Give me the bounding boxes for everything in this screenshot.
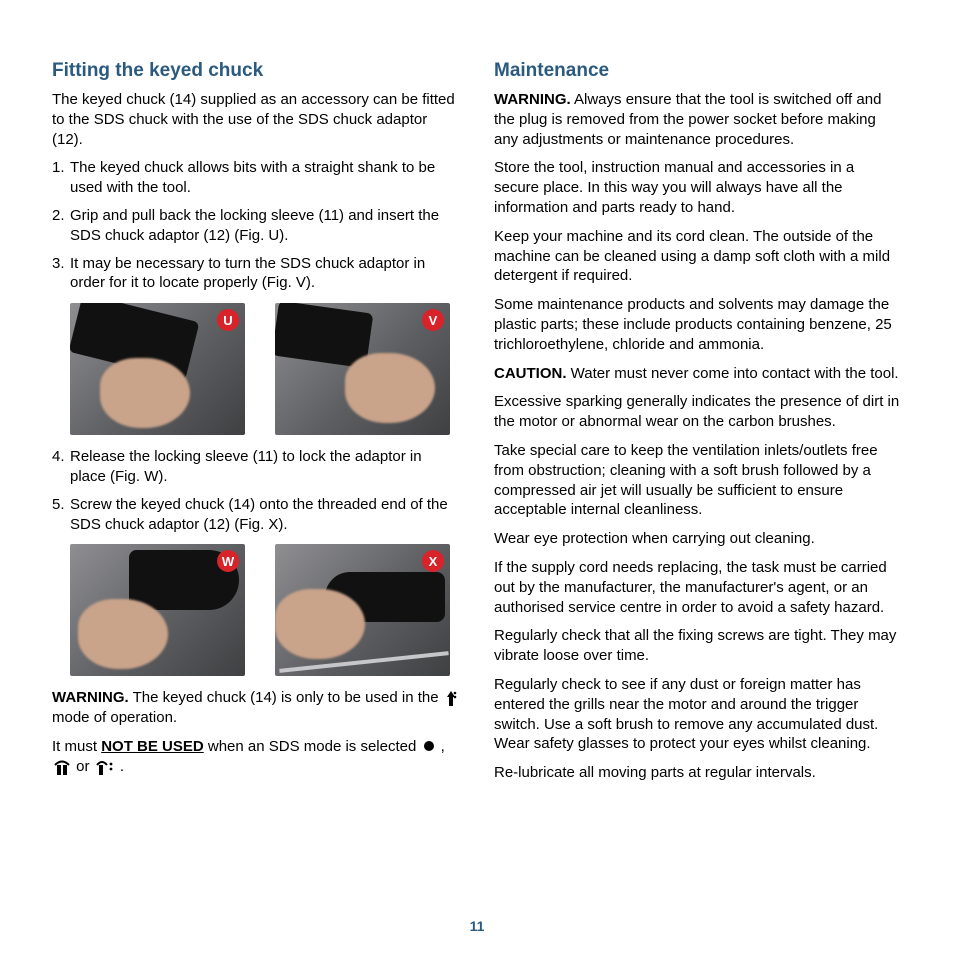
warning-label: WARNING. (52, 689, 129, 706)
maint-para: Store the tool, instruction manual and a… (494, 158, 902, 217)
figure-badge: X (422, 550, 444, 572)
drill-mode-icon (443, 689, 459, 707)
hammer-only-icon (52, 758, 72, 776)
steps-list-b: Release the locking sleeve (11) to lock … (52, 447, 460, 534)
figure-u: U (70, 303, 245, 435)
chisel-lock-icon (421, 738, 437, 756)
caution-label: CAUTION. (494, 365, 567, 382)
heading-fitting-chuck: Fitting the keyed chuck (52, 60, 460, 82)
heading-maintenance: Maintenance (494, 60, 902, 82)
figure-badge: V (422, 309, 444, 331)
maint-para: Wear eye protection when carrying out cl… (494, 529, 902, 549)
maint-para: Take special care to keep the ventilatio… (494, 441, 902, 520)
figure-row-uv: U V (70, 303, 460, 435)
maint-para: Re-lubricate all moving parts at regular… (494, 763, 902, 783)
maint-para: Excessive sparking generally indicates t… (494, 392, 902, 432)
maint-para: WARNING. Always ensure that the tool is … (494, 90, 902, 149)
page-number: 11 (0, 918, 954, 934)
step-item: It may be necessary to turn the SDS chuc… (52, 254, 460, 294)
left-column: Fitting the keyed chuck The keyed chuck … (52, 60, 460, 792)
maint-para: Regularly check to see if any dust or fo… (494, 675, 902, 754)
hammer-drill-icon (94, 758, 116, 776)
maint-para: Keep your machine and its cord clean. Th… (494, 227, 902, 286)
warning-para-1: WARNING. The keyed chuck (14) is only to… (52, 688, 460, 728)
figure-w: W (70, 544, 245, 676)
right-column: Maintenance WARNING. Always ensure that … (494, 60, 902, 792)
figure-x: X (275, 544, 450, 676)
figure-v: V (275, 303, 450, 435)
warning-label: WARNING. (494, 91, 571, 108)
warning-para-2: It must NOT BE USED when an SDS mode is … (52, 737, 460, 777)
step-item: The keyed chuck allows bits with a strai… (52, 158, 460, 198)
not-be-used-text: NOT BE USED (101, 738, 204, 755)
step-item: Screw the keyed chuck (14) onto the thre… (52, 495, 460, 535)
step-item: Release the locking sleeve (11) to lock … (52, 447, 460, 487)
step-item: Grip and pull back the locking sleeve (1… (52, 206, 460, 246)
maint-para: CAUTION. Water must never come into cont… (494, 364, 902, 384)
maint-para: Some maintenance products and solvents m… (494, 295, 902, 354)
figure-badge: U (217, 309, 239, 331)
maint-para: Regularly check that all the fixing scre… (494, 626, 902, 666)
steps-list-a: The keyed chuck allows bits with a strai… (52, 158, 460, 293)
maint-para: If the supply cord needs replacing, the … (494, 558, 902, 617)
intro-para: The keyed chuck (14) supplied as an acce… (52, 90, 460, 149)
figure-row-wx: W X (70, 544, 460, 676)
